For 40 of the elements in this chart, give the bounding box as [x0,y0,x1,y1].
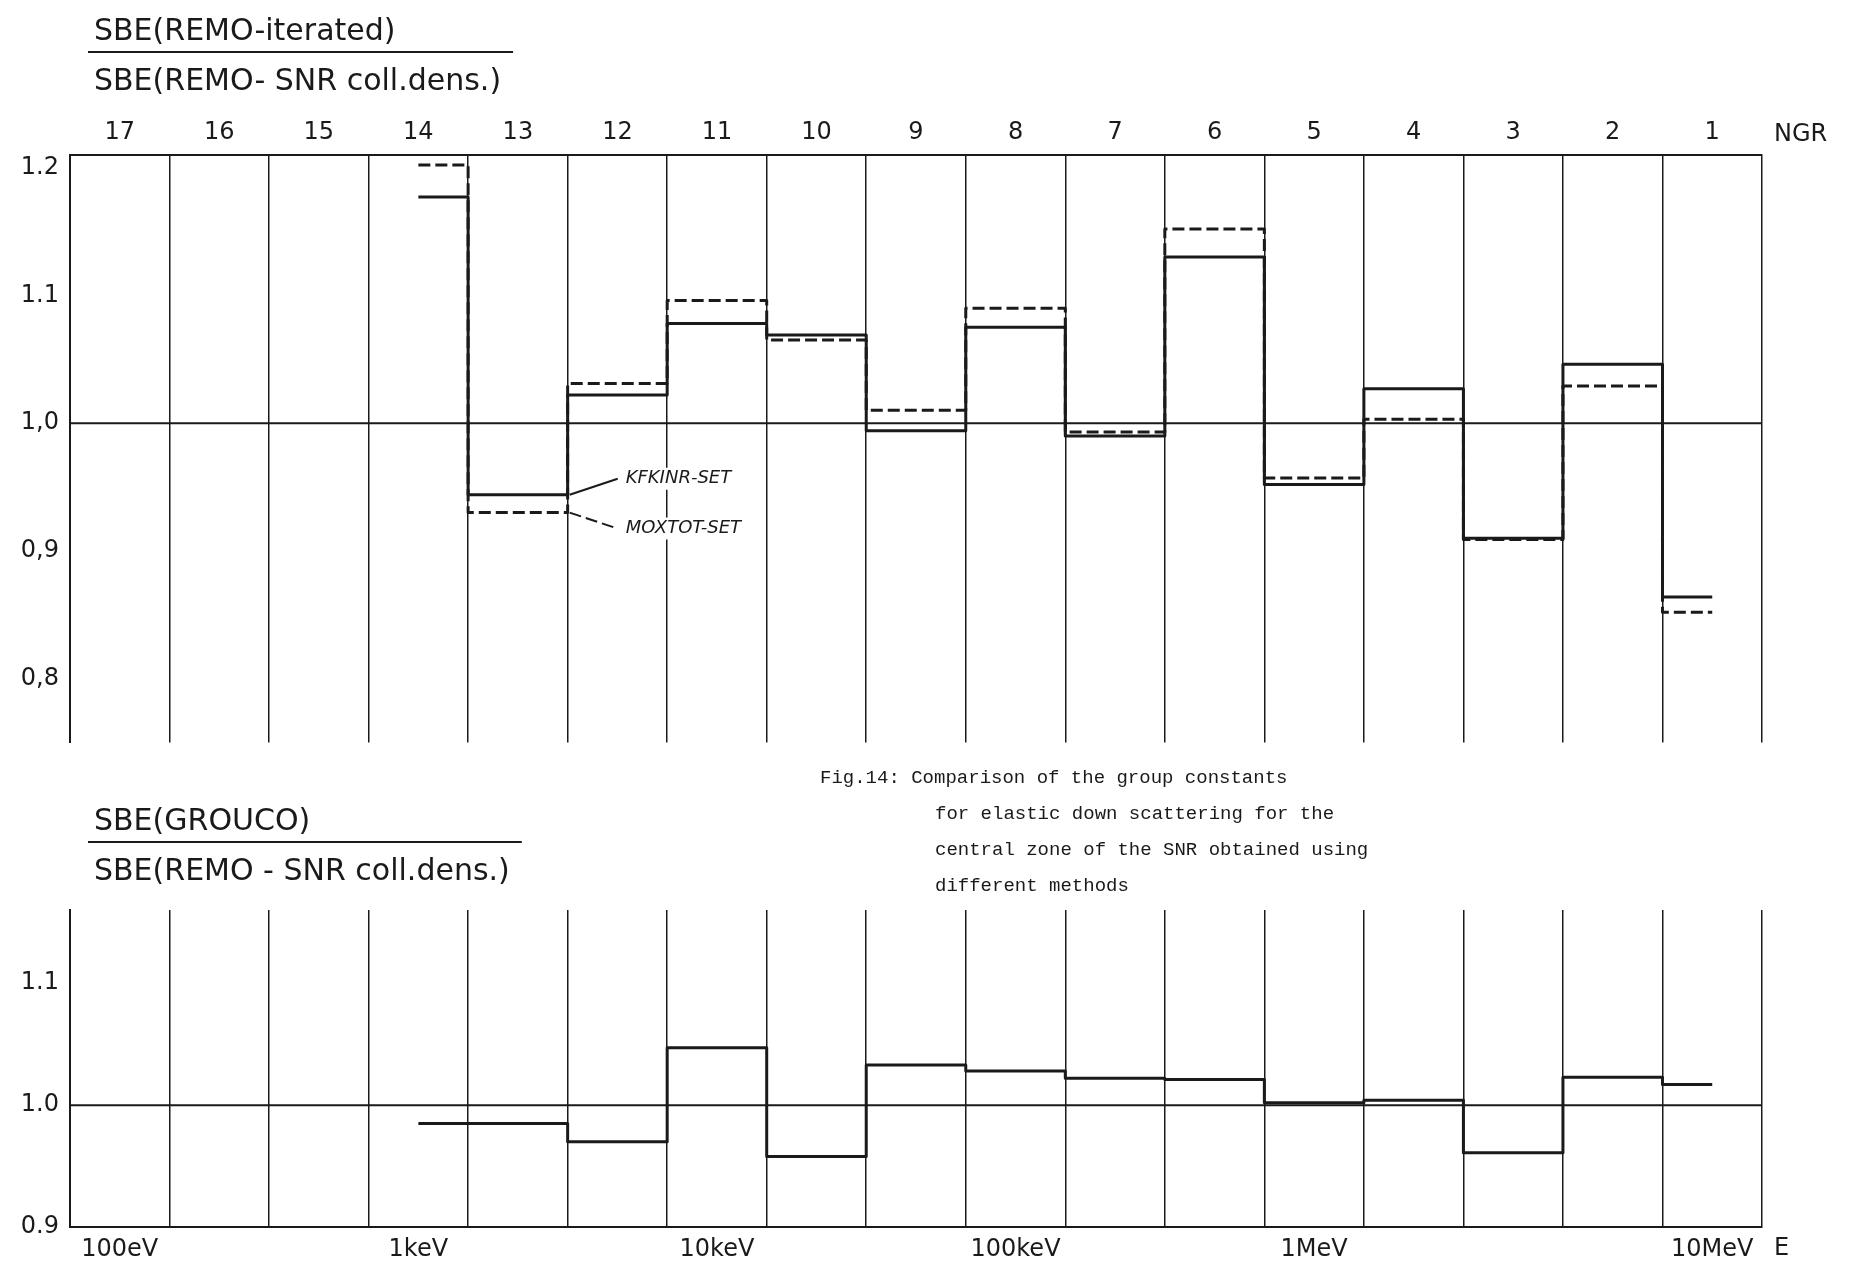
x-tick-label: 8 [1007,116,1024,145]
x-tick-label: 15 [303,116,335,145]
x-tick-label: 100eV [81,1233,159,1262]
x-tick-label: 14 [403,116,434,145]
x-tick-label: 9 [908,116,924,145]
x-tick-label: 1 [1704,116,1720,145]
chart-subtitle: SBE(REMO - SNR coll.dens.) [94,852,510,887]
x-axis-title: E [1774,1233,1790,1262]
legend-label: MOXTOT-SET [625,516,744,538]
x-tick-label: 4 [1406,116,1422,145]
y-tick-label: 1.1 [20,967,59,996]
x-tick-label: 11 [701,116,733,145]
x-tick-label: 10keV [679,1233,755,1262]
x-tick-label: 7 [1107,116,1123,145]
x-tick-label: 13 [502,116,534,145]
x-tick-label: 10MeV [1671,1233,1755,1262]
x-axis-title: NGR [1774,119,1828,148]
y-tick-label: 1.0 [20,1089,59,1118]
x-tick-label: 10 [801,116,832,145]
x-tick-label: 5 [1306,116,1322,145]
chart-subtitle: SBE(REMO- SNR coll.dens.) [94,62,502,97]
x-tick-label: 17 [104,116,136,145]
x-tick-label: 2 [1605,116,1621,145]
x-tick-label: 1keV [388,1233,449,1262]
y-tick-label: 1.1 [20,279,59,308]
x-tick-label: 3 [1505,116,1521,145]
caption: Fig.14: Comparison of the group constants for elastic down scattering for the central zone of the SNR obtained using different methods [820,766,1369,897]
x-tick-label: 100keV [970,1233,1062,1262]
x-tick-label: 6 [1206,116,1223,145]
y-tick-label: 0,9 [20,535,59,564]
y-tick-label: 1.2 [20,151,59,180]
legend-label: KFKINR-SET [625,466,734,488]
chart-title: SBE(REMO-iterated) [94,12,396,47]
x-tick-label: 1MeV [1280,1233,1349,1262]
x-tick-label: 12 [602,116,633,145]
x-tick-label: 16 [204,116,235,145]
chart-title: SBE(GROUCO) [94,802,311,837]
y-tick-label: 0.9 [20,1211,59,1240]
y-tick-label: 1,0 [20,407,59,436]
y-tick-label: 0,8 [20,662,59,691]
